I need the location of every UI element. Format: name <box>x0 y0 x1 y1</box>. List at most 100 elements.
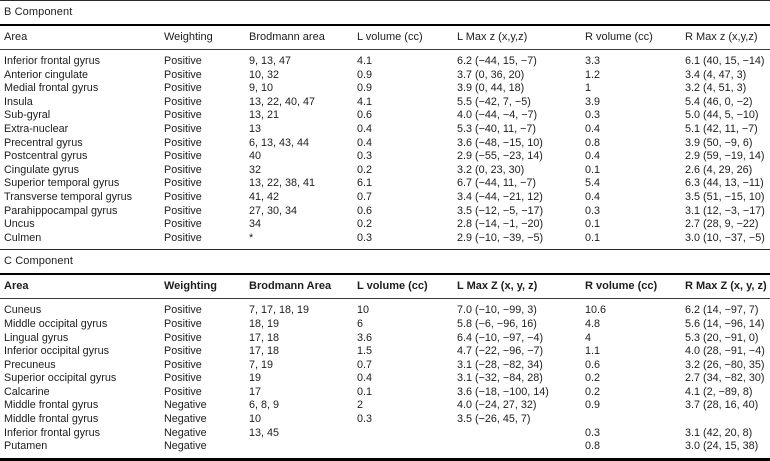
cell: 40 <box>249 150 262 163</box>
cell: 1.5 <box>357 345 373 358</box>
cell: Precuneus <box>4 358 56 371</box>
cell: 0.3 <box>585 204 601 217</box>
cell: Positive <box>164 385 202 398</box>
table-row: Middle occipital gyrus Positive 18, 19 6 5.8… <box>0 318 770 332</box>
cell: 3.5 (−26, 45, 7) <box>457 413 531 426</box>
cell: 5.4 <box>585 177 601 190</box>
table-row: Sub-gyral Positive 13, 21 0.6 4.0 (−44, −4, … <box>0 109 770 123</box>
cell: 2.7 (28, 9, −22) <box>685 218 759 231</box>
cell: 3.4 (4, 47, 3) <box>685 68 747 81</box>
c-component-table: Area Weighting Brodmann Area L volume (c… <box>0 275 770 458</box>
cell: 10.6 <box>585 304 607 317</box>
cell <box>581 413 681 427</box>
cell: 10 <box>249 413 262 426</box>
cell: 1 <box>585 82 592 95</box>
cell: 41, 42 <box>249 190 280 203</box>
cell: 13 <box>249 122 262 135</box>
cell <box>353 427 453 441</box>
table-row: Middle frontal gyrus Negative 10 0.3 3.5 (−2… <box>0 413 770 427</box>
cell: 3.9 (50, −9, 6) <box>685 136 753 149</box>
cell: Positive <box>164 82 202 95</box>
cell: 0.1 <box>585 231 601 244</box>
cell: 0.1 <box>585 218 601 231</box>
cell: 1.2 <box>585 68 601 81</box>
cell: 17 <box>249 385 262 398</box>
cell: 0.2 <box>585 385 601 398</box>
cell: 0.4 <box>585 150 601 163</box>
cell: 6.2 (14, −97, 7) <box>685 304 759 317</box>
column-header-r-volume: R volume (cc) <box>581 275 681 300</box>
cell: 9, 10 <box>249 82 274 95</box>
cell: 4.1 <box>357 95 373 108</box>
cell: 4.0 (−44, −4, −7) <box>457 109 538 122</box>
cell: 0.6 <box>357 204 373 217</box>
cell: 4.0 (28, −91, −4) <box>685 345 765 358</box>
cell: 4.0 (−24, 27, 32) <box>457 399 537 412</box>
table-row: Inferior occipital gyrus Positive 17, 18 1.… <box>0 345 770 359</box>
table-row: Precuneus Positive 7, 19 0.7 3.1 (−28, −82, … <box>0 359 770 373</box>
cell: Positive <box>164 358 202 371</box>
cell: 0.8 <box>585 136 601 149</box>
cell: Positive <box>164 95 202 108</box>
cell: 5.6 (14, −96, 14) <box>685 317 765 330</box>
cell: 17, 18 <box>249 345 280 358</box>
cell: Negative <box>164 426 207 439</box>
cell <box>681 413 770 427</box>
cell: 6, 13, 43, 44 <box>249 136 310 149</box>
cell: 6 <box>357 317 364 330</box>
cell: 6.1 (40, 15, −14) <box>685 55 765 67</box>
cell: Positive <box>164 55 202 67</box>
cell: 1.1 <box>585 345 601 358</box>
cell: Putamen <box>4 440 48 453</box>
column-header-r-max-z: R Max z (x,y,z) <box>681 26 770 50</box>
cell: 3.6 (−18, −100, 14) <box>457 385 549 398</box>
cell: 0.6 <box>357 109 373 122</box>
column-header-r-volume: R volume (cc) <box>581 26 681 50</box>
cell: 0.2 <box>357 218 373 231</box>
cell: Superior temporal gyrus <box>4 177 120 190</box>
cell: 0.4 <box>357 372 373 385</box>
cell: 3.6 (−48, −15, 10) <box>457 136 543 149</box>
column-header-l-volume: L volume (cc) <box>353 26 453 50</box>
cell: 3.2 (26, −80, 35) <box>685 358 765 371</box>
cell: 6.4 (−10, −97, −4) <box>457 331 544 344</box>
cell: 3.1 (−32, −84, 28) <box>457 372 543 385</box>
table-row: Transverse temporal gyrus Positive 41, 42 0… <box>0 191 770 205</box>
cell: Positive <box>164 122 202 135</box>
cell: Culmen <box>4 231 42 244</box>
cell: 7.0 (−10, −99, 3) <box>457 304 537 317</box>
cell: * <box>249 231 254 244</box>
cell: Anterior cingulate <box>4 68 89 81</box>
column-header-l-max-z: L Max Z (x, y, z) <box>453 275 581 300</box>
cell: Middle frontal gyrus <box>4 399 99 412</box>
cell: Negative <box>164 440 207 453</box>
cell: Positive <box>164 68 202 81</box>
cell: 0.9 <box>585 399 601 412</box>
bottom-rule <box>0 457 770 461</box>
column-header-brodmann: Brodmann area <box>245 26 353 50</box>
cell: 34 <box>249 218 262 231</box>
cell: 5.1 (42, 11, −7) <box>685 122 758 135</box>
cell: Positive <box>164 317 202 330</box>
cell: 13, 22, 38, 41 <box>249 177 316 190</box>
cell: Middle occipital gyrus <box>4 317 108 330</box>
cell: 19 <box>249 372 262 385</box>
table-row: Cuneus Positive 7, 17, 18, 19 10 7.0 (−10, −… <box>0 299 770 318</box>
cell: Transverse temporal gyrus <box>4 190 133 203</box>
cell: Positive <box>164 345 202 358</box>
cell: Sub-gyral <box>4 109 51 122</box>
cell <box>245 440 353 458</box>
cell: Positive <box>164 331 202 344</box>
cell: 7, 17, 18, 19 <box>249 304 310 317</box>
cell: 3.3 <box>585 55 601 67</box>
cell: 18, 19 <box>249 317 280 330</box>
cell: 3.1 (42, 20, 8) <box>685 426 753 439</box>
cell: Lingual gyrus <box>4 331 69 344</box>
cell: Negative <box>164 413 207 426</box>
cell: 3.1 (−28, −82, 34) <box>457 358 543 371</box>
cell: 17, 18 <box>249 331 280 344</box>
cell: Cuneus <box>4 304 42 317</box>
cell: 10 <box>357 304 370 317</box>
table-row: Lingual gyrus Positive 17, 18 3.6 6.4 (−10, … <box>0 332 770 346</box>
